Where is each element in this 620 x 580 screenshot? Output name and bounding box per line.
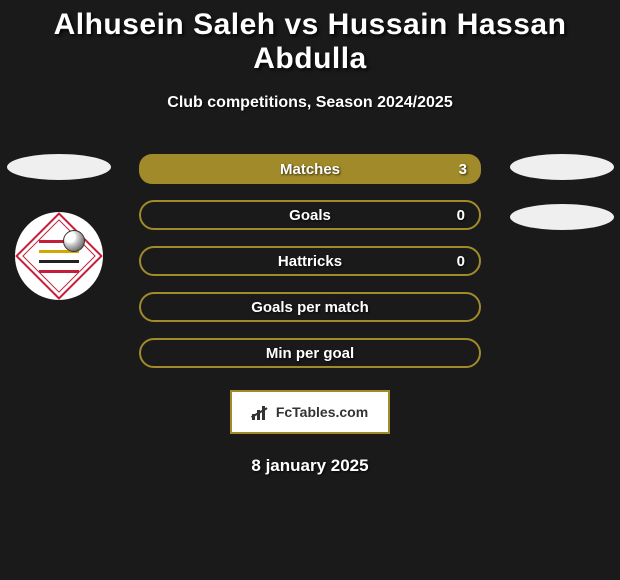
player-right-club-pill [510, 204, 614, 230]
stat-bars: Matches 3 Goals 0 Hattricks 0 Goals per match M… [139, 154, 481, 368]
brand-text: FcTables.com [276, 404, 368, 420]
stat-bar-label: Hattricks [278, 253, 342, 270]
stat-bar-value-right: 3 [459, 161, 467, 178]
player-left-name-pill [7, 154, 111, 180]
stat-bar: Hattricks 0 [139, 246, 481, 276]
brand-chart-icon [252, 404, 272, 420]
badge-ball-icon [63, 230, 85, 252]
subtitle: Club competitions, Season 2024/2025 [0, 94, 620, 112]
stat-bar: Min per goal [139, 338, 481, 368]
stat-bar-value-right: 0 [457, 253, 465, 270]
stat-bar: Goals 0 [139, 200, 481, 230]
player-left-club-badge [15, 212, 103, 300]
stat-bar-label: Goals [289, 207, 331, 224]
player-right-name-pill [510, 154, 614, 180]
date-text: 8 january 2025 [0, 456, 620, 476]
comparison-body: Matches 3 Goals 0 Hattricks 0 Goals per match M… [0, 154, 620, 368]
stat-bar-label: Goals per match [251, 299, 369, 316]
comparison-infographic: Alhusein Saleh vs Hussain Hassan Abdulla… [0, 0, 620, 476]
page-title: Alhusein Saleh vs Hussain Hassan Abdulla [0, 8, 620, 76]
stat-bar: Matches 3 [139, 154, 481, 184]
stat-bar-label: Min per goal [266, 345, 354, 362]
player-right-column [509, 154, 614, 254]
stat-bar: Goals per match [139, 292, 481, 322]
stat-bar-value-right: 0 [457, 207, 465, 224]
stat-bar-label: Matches [280, 161, 340, 178]
player-left-column [6, 154, 111, 300]
brand-box: FcTables.com [230, 390, 390, 434]
